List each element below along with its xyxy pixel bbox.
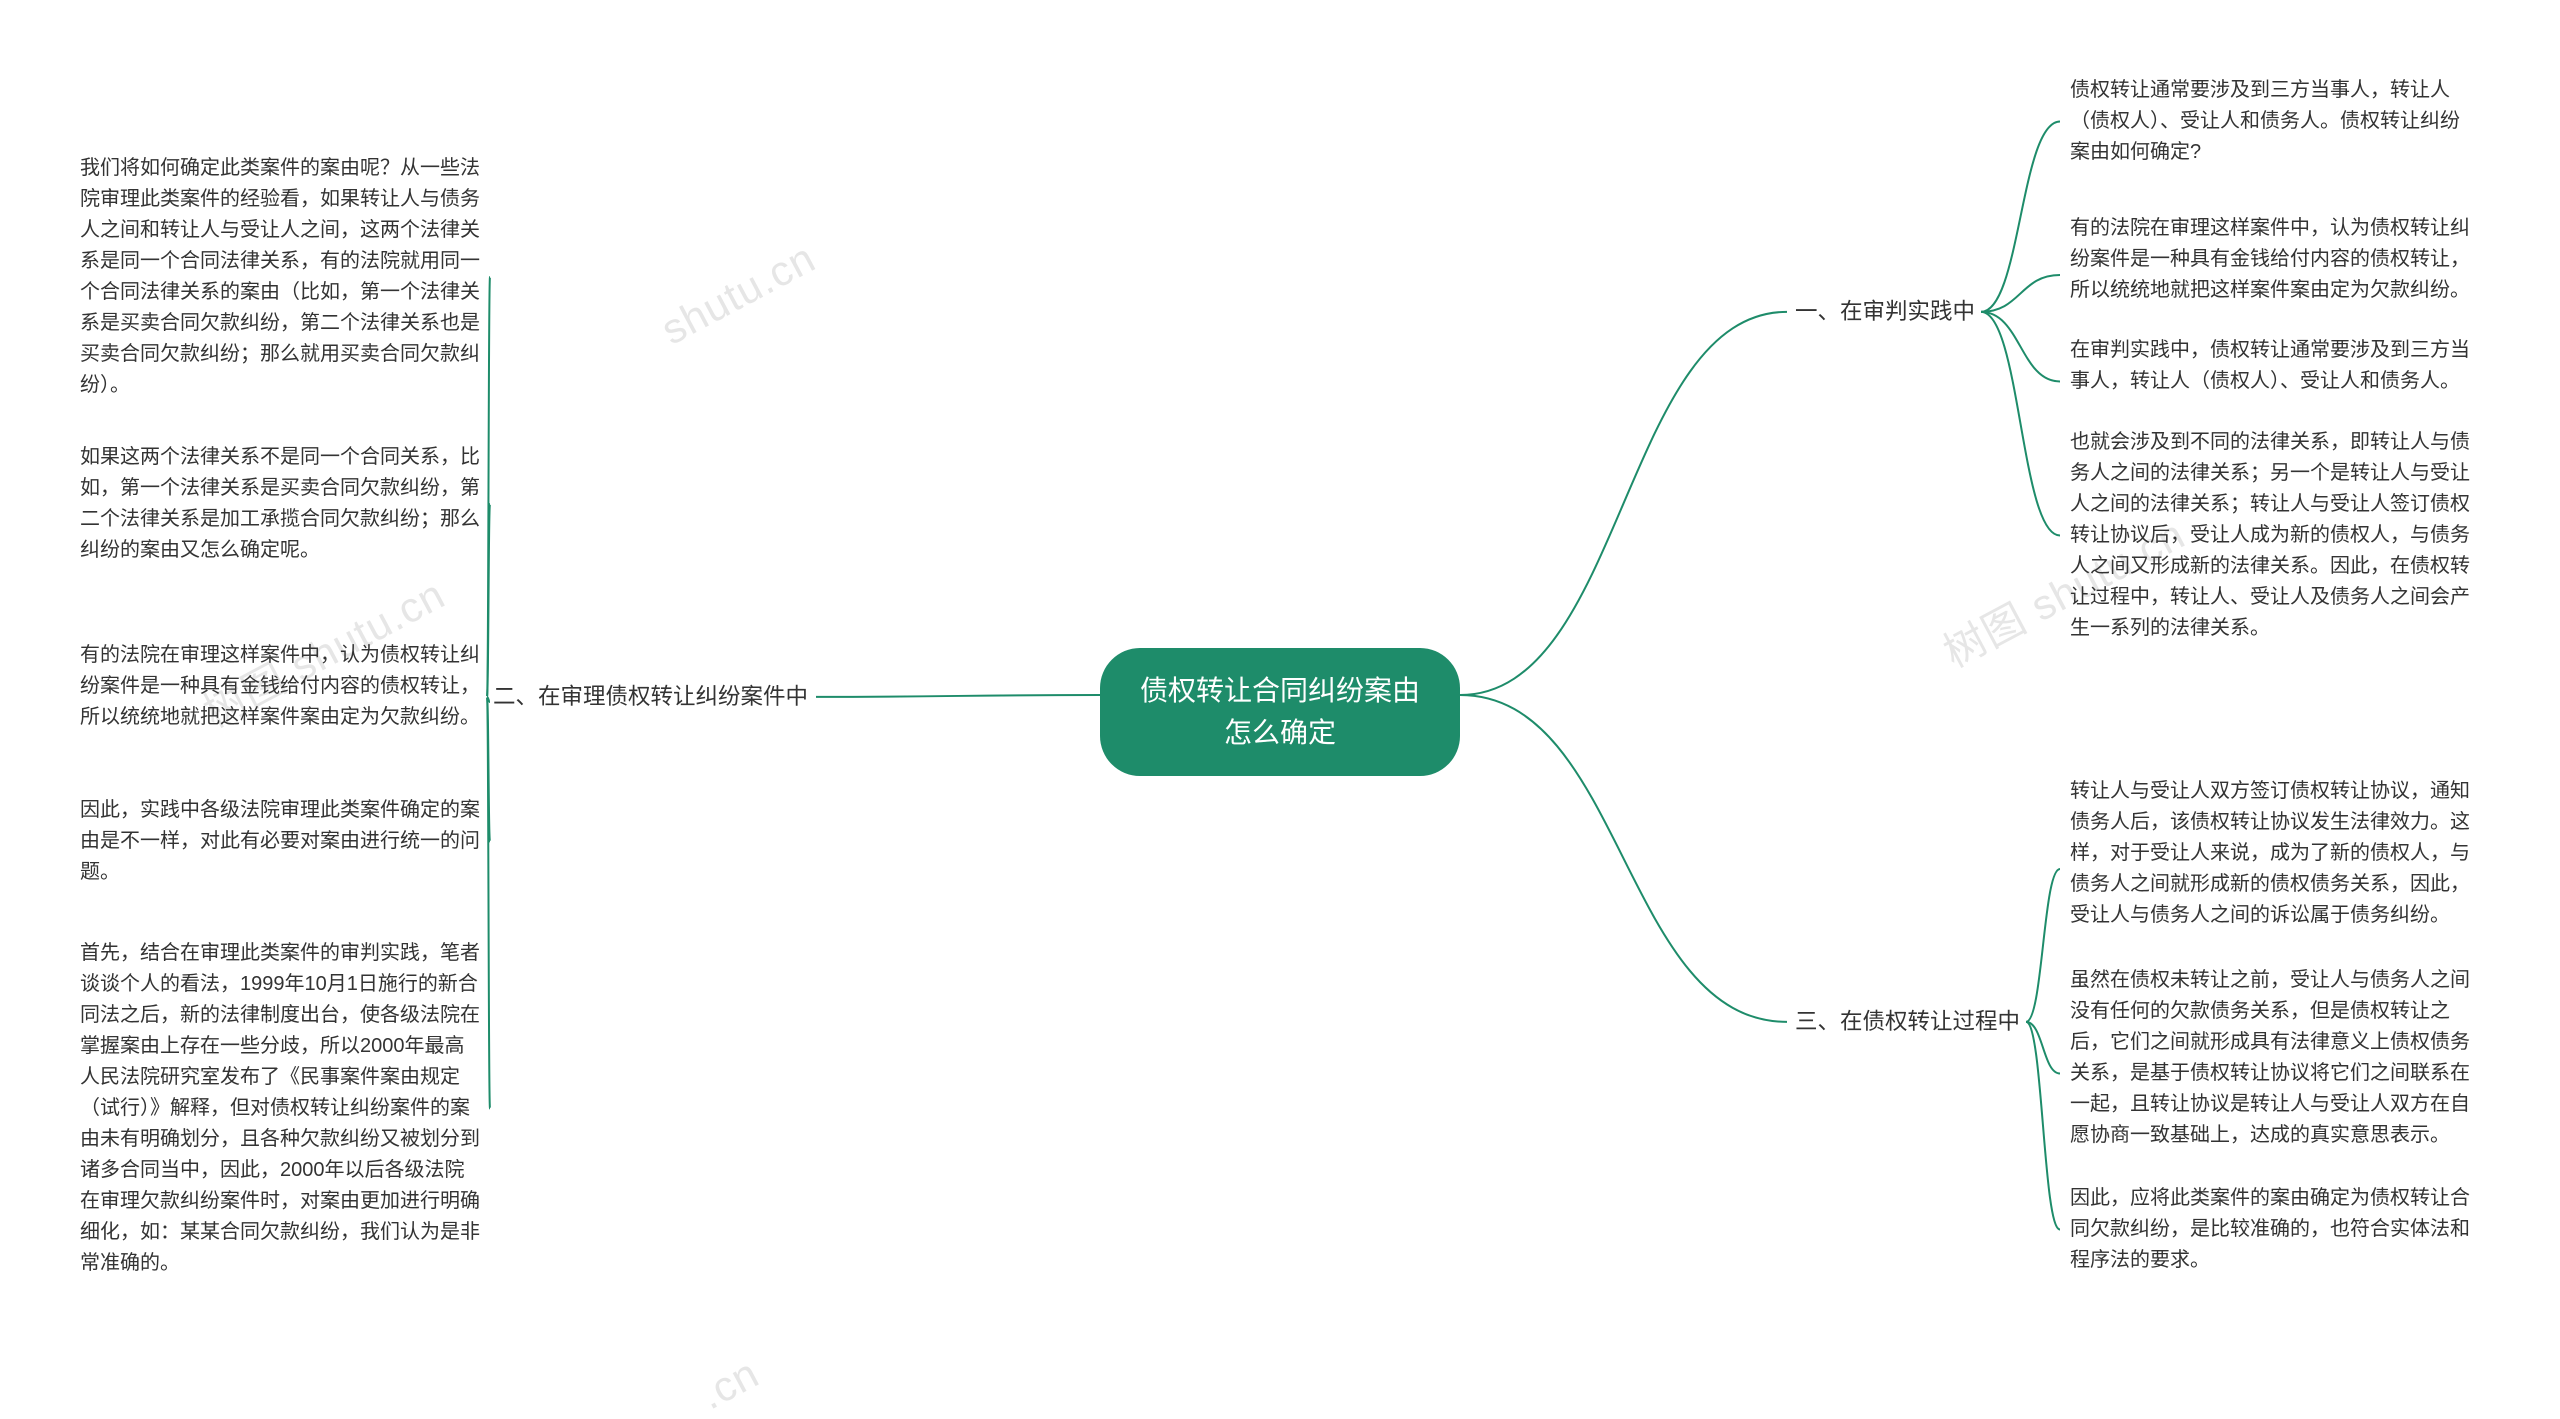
watermark: shutu.cn bbox=[653, 234, 823, 355]
branch-node: 二、在审理债权转让纠纷案件中 bbox=[493, 680, 808, 714]
mindmap-canvas: shutu.cn树图 shutu.cn树图 shutu.cn.cn 债权转让合同… bbox=[0, 0, 2560, 1389]
leaf-node: 债权转让通常要涉及到三方当事人，转让人（债权人）、受让人和债务人。债权转让纠纷案… bbox=[2070, 75, 2470, 168]
leaf-node: 我们将如何确定此类案件的案由呢？从一些法院审理此类案件的经验看，如果转让人与债务… bbox=[80, 153, 480, 401]
leaf-node: 虽然在债权未转让之前，受让人与债务人之间没有任何的欠款债务关系，但是债权转让之后… bbox=[2070, 965, 2470, 1151]
leaf-node: 因此，实践中各级法院审理此类案件确定的案由是不一样，对此有必要对案由进行统一的问… bbox=[80, 795, 480, 888]
leaf-node: 如果这两个法律关系不是同一个合同关系，比如，第一个法律关系是买卖合同欠款纠纷，第… bbox=[80, 442, 480, 566]
branch-node: 一、在审判实践中 bbox=[1795, 295, 1975, 329]
leaf-node: 因此，应将此类案件的案由确定为债权转让合同欠款纠纷，是比较准确的，也符合实体法和… bbox=[2070, 1183, 2470, 1276]
leaf-node: 也就会涉及到不同的法律关系，即转让人与债务人之间的法律关系；另一个是转让人与受让… bbox=[2070, 427, 2470, 644]
leaf-node: 转让人与受让人双方签订债权转让协议，通知债务人后，该债权转让协议发生法律效力。这… bbox=[2070, 776, 2470, 931]
leaf-node: 首先，结合在审理此类案件的审判实践，笔者谈谈个人的看法，1999年10月1日施行… bbox=[80, 938, 480, 1279]
branch-node: 三、在债权转让过程中 bbox=[1795, 1005, 2020, 1039]
center-node: 债权转让合同纠纷案由怎么确定 bbox=[1100, 648, 1460, 776]
leaf-node: 有的法院在审理这样案件中，认为债权转让纠纷案件是一种具有金钱给付内容的债权转让，… bbox=[80, 640, 480, 733]
leaf-node: 有的法院在审理这样案件中，认为债权转让纠纷案件是一种具有金钱给付内容的债权转让，… bbox=[2070, 213, 2470, 306]
watermark: .cn bbox=[692, 1349, 767, 1419]
leaf-node: 在审判实践中，债权转让通常要涉及到三方当事人，转让人（债权人）、受让人和债务人。 bbox=[2070, 335, 2470, 397]
